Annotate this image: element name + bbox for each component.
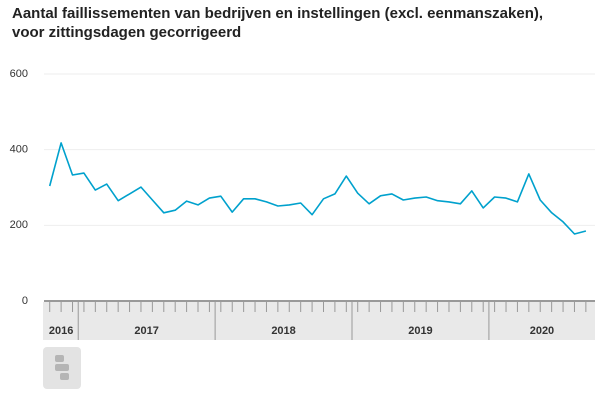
y-tick-label: 600 [10, 68, 28, 80]
x-group-label: 2017 [134, 325, 158, 337]
y-tick-label: 200 [10, 219, 28, 231]
series-line [48, 142, 587, 235]
chart-title: Aantal faillissementen van bedrijven en … [12, 5, 543, 22]
x-group-label: 2020 [530, 325, 554, 337]
x-group-label: 2019 [408, 325, 432, 337]
y-tick-label: 400 [10, 144, 28, 156]
logo [55, 355, 69, 380]
y-tick-label: 0 [22, 295, 28, 307]
x-axis-band [43, 302, 595, 340]
chart-title: voor zittingsdagen gecorrigeerd [12, 24, 241, 41]
x-group-label: 2018 [271, 325, 295, 337]
x-group-label: 2016 [49, 325, 73, 337]
